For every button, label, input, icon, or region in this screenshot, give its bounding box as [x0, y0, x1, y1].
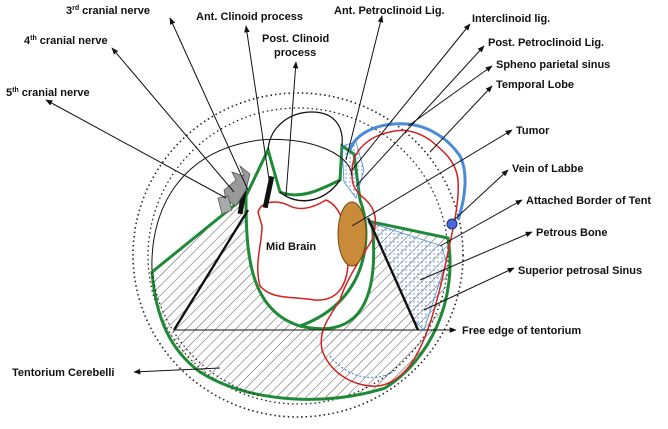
spheno-parietal-sinus-line	[348, 122, 467, 221]
arrow-5th-cranial-nerve	[45, 99, 227, 199]
label-temporal-lobe: Temporal Lobe	[496, 79, 574, 91]
leader-arrows	[45, 15, 533, 375]
arrow-post-clinoid	[285, 61, 299, 197]
label-5th-cranial-nerve: 5th cranial nerve	[6, 87, 90, 99]
label-post-petroclinoid-lig: Post. Petroclinoid Lig.	[488, 37, 604, 49]
arrow-tumor	[351, 129, 513, 227]
arrow-petrous-bone	[419, 231, 533, 281]
post-clinoid-arc	[267, 111, 343, 151]
label-attached-border-of-tent: Attached Border of Tent	[526, 195, 651, 207]
arrow-tentorium-cerebelli	[133, 367, 221, 375]
label-ant-petroclinoid-lig: Ant. Petroclinoid Lig.	[334, 5, 445, 17]
arrow-attached-border	[439, 199, 523, 247]
free-edge-right-line	[366, 217, 420, 331]
label-ant-clinoid-process: Ant. Clinoid process	[196, 11, 303, 23]
label-post-clinoid-process-1: Post. Clinoid	[262, 33, 329, 45]
arrow-4th-cranial-nerve	[111, 47, 235, 193]
ant-petroclinoid-arc	[151, 138, 353, 271]
arrow-vein-of-labbe	[453, 169, 509, 221]
label-3rd-cranial-nerve: 3rd cranial nerve	[66, 5, 150, 17]
arrow-interclinoid	[351, 23, 471, 171]
label-petrous-bone: Petrous Bone	[536, 227, 608, 239]
label-4th-cranial-nerve: 4th cranial nerve	[24, 35, 108, 47]
arrow-superior-petrosal	[423, 267, 515, 311]
superior-petrosal-sinus-line	[329, 355, 397, 379]
label-superior-petrosal-sinus: Superior petrosal Sinus	[518, 265, 642, 277]
post-clinoid-bar	[237, 185, 248, 215]
label-tumor: Tumor	[516, 125, 550, 137]
label-free-edge-of-tentorium: Free edge of tentorium	[462, 325, 581, 337]
arrow-post-petroclinoid	[355, 45, 485, 187]
vein-of-labbe-marker	[446, 218, 458, 230]
label-tentorium-cerebelli: Tentorium Cerebelli	[12, 367, 114, 379]
tumor-mass	[337, 201, 367, 267]
arrow-spheno-parietal	[407, 65, 493, 127]
arrow-3rd-cranial-nerve	[169, 17, 249, 191]
ant-clinoid-bar	[262, 175, 275, 209]
label-interclinoid-lig: Interclinoid lig.	[472, 13, 550, 25]
arrow-temporal-lobe	[429, 85, 493, 153]
temporal-lobe-outline	[320, 129, 460, 387]
trigeminal-nerve-roots	[217, 164, 251, 215]
arrow-ant-clinoid	[244, 25, 271, 187]
free-edge-left-line	[172, 209, 250, 331]
label-vein-of-labbe: Vein of Labbe	[512, 163, 584, 175]
label-mid-brain: Mid Brain	[266, 241, 316, 253]
skull-outer-outline	[132, 92, 464, 418]
label-spheno-parietal-sinus: Spheno parietal sinus	[496, 59, 610, 71]
arrow-ant-petroclinoid	[345, 15, 384, 161]
interclinoid-curve	[279, 179, 341, 202]
label-post-clinoid-process-2: process	[274, 47, 316, 59]
